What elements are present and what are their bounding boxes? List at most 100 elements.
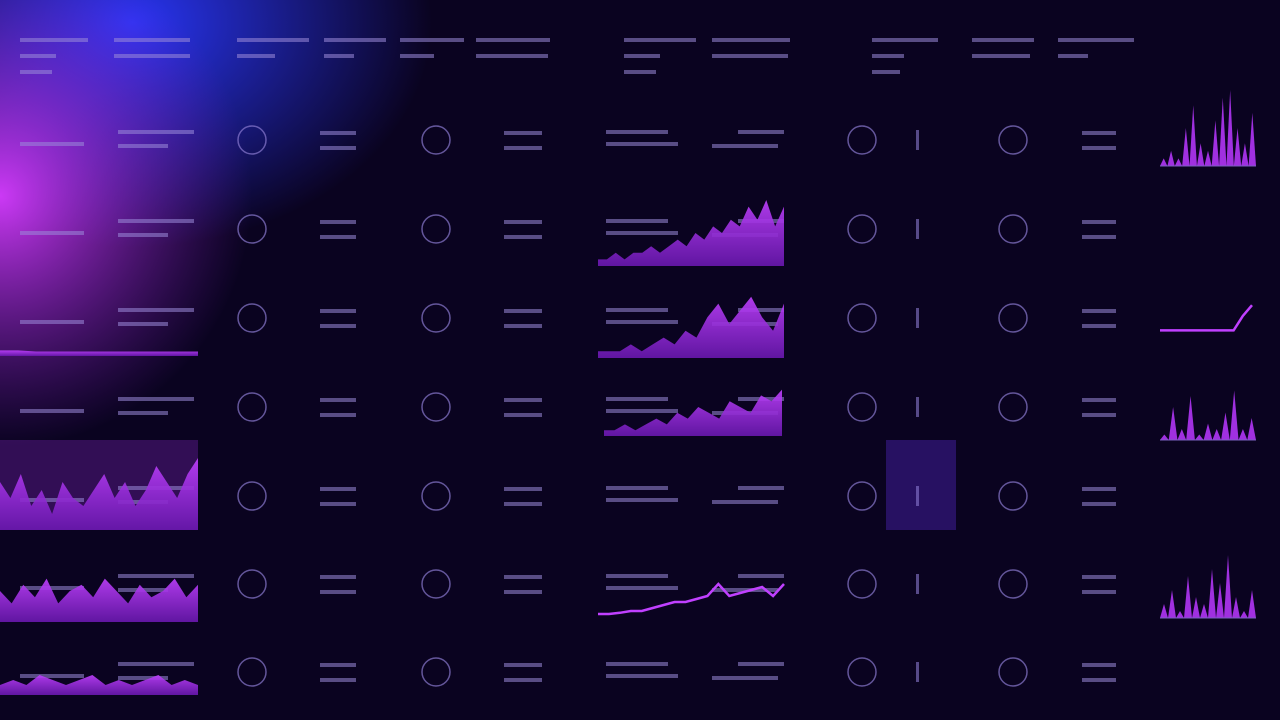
indicator (916, 219, 919, 239)
spike (1226, 90, 1234, 166)
icon (421, 214, 451, 244)
text-placeholder (114, 54, 190, 58)
text-placeholder (118, 662, 194, 666)
text-placeholder (20, 54, 56, 58)
icon (421, 303, 451, 333)
text-placeholder (320, 146, 356, 150)
text-placeholder (476, 54, 548, 58)
text-placeholder (320, 575, 356, 579)
spike (1238, 429, 1248, 440)
spike (1233, 128, 1242, 166)
icon (847, 125, 877, 155)
text-placeholder (624, 54, 660, 58)
text-placeholder (872, 38, 938, 42)
icon (237, 125, 267, 155)
area-chart (0, 350, 198, 356)
text-placeholder (1082, 575, 1116, 579)
text-placeholder (1082, 324, 1116, 328)
text-placeholder (320, 235, 356, 239)
icon (421, 125, 451, 155)
text-placeholder (1058, 38, 1134, 42)
text-placeholder (320, 663, 356, 667)
text-placeholder (1082, 146, 1116, 150)
text-placeholder (606, 231, 678, 235)
indicator (916, 308, 919, 328)
text-placeholder (20, 231, 84, 235)
text-placeholder (20, 70, 52, 74)
spike (1167, 150, 1175, 166)
text-placeholder (606, 662, 668, 666)
text-placeholder (320, 131, 356, 135)
text-placeholder (320, 309, 356, 313)
icon (237, 481, 267, 511)
text-placeholder (504, 220, 542, 224)
text-placeholder (1082, 663, 1116, 667)
text-placeholder (1082, 309, 1116, 313)
spike (1168, 407, 1178, 440)
text-placeholder (118, 411, 168, 415)
text-placeholder (118, 322, 168, 326)
text-placeholder (738, 574, 784, 578)
icon (998, 214, 1028, 244)
area-chart (598, 296, 784, 358)
area-chart (604, 389, 782, 436)
text-placeholder (400, 54, 434, 58)
spike (1219, 97, 1227, 166)
text-placeholder (712, 500, 778, 504)
text-placeholder (400, 38, 464, 42)
spike (1168, 590, 1176, 618)
spike (1160, 434, 1169, 440)
icon (421, 569, 451, 599)
area-chart (598, 200, 784, 266)
text-placeholder (20, 674, 84, 678)
text-placeholder (624, 70, 656, 74)
text-placeholder (320, 678, 356, 682)
spike (1184, 576, 1192, 618)
area-chart (0, 458, 198, 530)
text-placeholder (20, 586, 84, 590)
text-placeholder (504, 663, 542, 667)
text-placeholder (504, 324, 542, 328)
text-placeholder (712, 144, 778, 148)
text-placeholder (118, 130, 194, 134)
spike (1240, 611, 1248, 618)
spike (1192, 597, 1200, 618)
text-placeholder (1082, 398, 1116, 402)
indicator (916, 574, 919, 594)
icon (998, 303, 1028, 333)
icon (847, 657, 877, 687)
text-placeholder (712, 54, 788, 58)
text-placeholder (606, 498, 678, 502)
text-placeholder (504, 131, 542, 135)
text-placeholder (1082, 235, 1116, 239)
spike (1248, 112, 1256, 166)
icon (237, 657, 267, 687)
spike (1229, 390, 1239, 440)
text-placeholder (712, 588, 778, 592)
line-chart (1160, 304, 1253, 332)
text-placeholder (1082, 413, 1116, 417)
text-placeholder (320, 502, 356, 506)
icon (847, 303, 877, 333)
text-placeholder (504, 413, 542, 417)
spike (1204, 150, 1212, 166)
icon (421, 657, 451, 687)
text-placeholder (320, 413, 356, 417)
text-placeholder (872, 70, 900, 74)
spike (1212, 429, 1222, 440)
text-placeholder (738, 130, 784, 134)
text-placeholder (504, 146, 542, 150)
text-placeholder (606, 397, 668, 401)
text-placeholder (606, 574, 668, 578)
text-placeholder (324, 54, 354, 58)
text-placeholder (504, 487, 542, 491)
text-placeholder (606, 486, 668, 490)
spike (1189, 105, 1197, 166)
line-chart (598, 582, 785, 616)
spike (1248, 590, 1256, 618)
text-placeholder (504, 398, 542, 402)
text-placeholder (606, 674, 678, 678)
spike (1160, 604, 1168, 618)
text-placeholder (606, 320, 678, 324)
